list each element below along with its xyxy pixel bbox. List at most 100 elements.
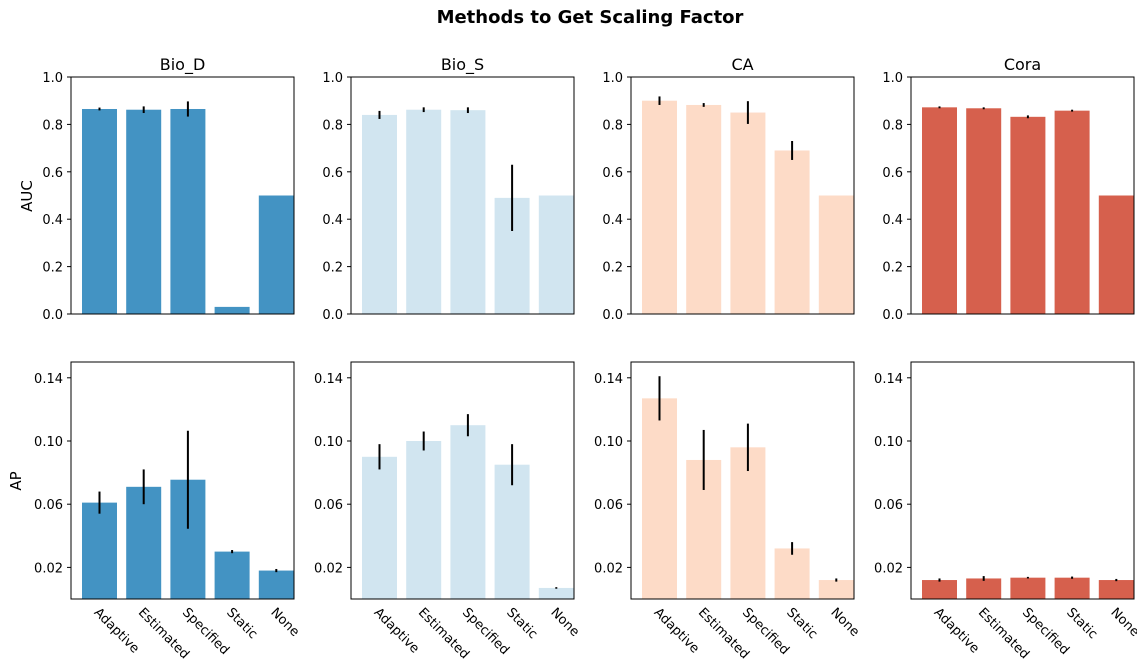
x-tick-label: Adaptive [371, 605, 422, 656]
row-label-auc: AUC [18, 180, 36, 212]
x-tick-label: Static [223, 605, 260, 642]
x-tick-label: None [547, 605, 582, 640]
bar-specified [170, 108, 206, 315]
x-tick-label: Adaptive [651, 605, 702, 656]
y-tick-label: 0.06 [594, 498, 623, 513]
y-tick-label: 0.10 [874, 435, 903, 450]
y-tick-label: 0.6 [42, 166, 63, 181]
bar-static [774, 548, 810, 599]
axes-frame [70, 76, 295, 315]
bar-specified [450, 110, 486, 315]
y-tick-label: 0.02 [594, 561, 623, 576]
bar-static [1054, 110, 1090, 315]
y-tick-label: 0.10 [314, 435, 343, 450]
x-tick-label: Adaptive [91, 605, 142, 656]
panel-auc-3: CA 0.0 0.2 0.4 0.6 0.8 1.0 [602, 55, 855, 323]
y-tick-label: 0.02 [34, 561, 63, 576]
bar-adaptive [82, 108, 117, 315]
x-tick-label: None [267, 605, 302, 640]
bar-adaptive [922, 580, 957, 599]
y-tick-label: 0.02 [874, 561, 903, 576]
panel-title: Bio_D [160, 55, 206, 75]
bar-none [818, 195, 854, 314]
panel-auc-1: Bio_D 0.0 0.2 0.4 0.6 0.8 1.0 [42, 55, 295, 323]
y-tick-label: 0.4 [882, 213, 903, 228]
panel-title: Cora [1004, 55, 1041, 74]
x-tick-label: Static [503, 605, 540, 642]
x-tick-label: Static [783, 605, 820, 642]
y-tick-label: 0.6 [322, 166, 343, 181]
axes-frame [910, 76, 1135, 315]
axes-frame [630, 361, 855, 600]
bar-static [214, 551, 250, 599]
y-tick-label: 0.2 [602, 261, 623, 276]
y-tick-label: 0.14 [874, 372, 903, 387]
bar-estimated [126, 486, 162, 599]
bar-adaptive [362, 456, 397, 599]
bar-none [258, 195, 294, 314]
bar-adaptive [642, 100, 677, 314]
y-tick-label: 0.14 [34, 372, 63, 387]
y-tick-label: 0.2 [322, 261, 343, 276]
row-label-ap: AP [7, 471, 25, 490]
bar-adaptive [82, 502, 117, 599]
y-tick-label: 1.0 [322, 71, 343, 86]
panels: Bio_D 0.0 0.2 0.4 0.6 0.8 1.0 Bio_S 0.0 0.2 0.4 0.6… [34, 55, 1137, 662]
y-tick-label: 0.10 [34, 435, 63, 450]
bar-specified [1010, 116, 1046, 314]
panel-title: Bio_S [441, 55, 484, 75]
bar-none [538, 195, 574, 314]
y-tick-label: 0.6 [602, 166, 623, 181]
bar-none [258, 570, 294, 599]
panel-auc-4: Cora 0.0 0.2 0.4 0.6 0.8 1.0 [882, 55, 1135, 323]
bar-static [214, 306, 250, 314]
x-tick-label: Adaptive [931, 605, 982, 656]
axes-frame [70, 361, 295, 600]
y-tick-label: 0.06 [314, 498, 343, 513]
bar-static [1054, 577, 1090, 599]
axes-frame [910, 361, 1135, 600]
bar-estimated [686, 104, 722, 314]
x-tick-label: None [1107, 605, 1137, 640]
bar-adaptive [922, 107, 957, 314]
x-tick-label: Static [1063, 605, 1100, 642]
bar-adaptive [642, 398, 677, 599]
panel-auc-2: Bio_S 0.0 0.2 0.4 0.6 0.8 1.0 [322, 55, 575, 323]
bar-estimated [406, 109, 442, 315]
y-tick-label: 0.4 [42, 213, 63, 228]
y-tick-label: 0.2 [882, 261, 903, 276]
bar-specified [730, 112, 766, 314]
bar-estimated [966, 578, 1002, 599]
y-tick-label: 1.0 [42, 71, 63, 86]
bar-static [774, 150, 810, 314]
axes-frame [350, 361, 575, 600]
y-tick-label: 1.0 [602, 71, 623, 86]
y-tick-label: 0.6 [882, 166, 903, 181]
bar-none [538, 587, 574, 599]
y-tick-label: 0.8 [882, 118, 903, 133]
y-tick-label: 0.0 [322, 308, 343, 323]
bar-none [1098, 580, 1134, 599]
panel-title: CA [731, 55, 753, 74]
y-tick-label: 0.0 [42, 308, 63, 323]
bar-none [818, 580, 854, 599]
bar-estimated [966, 108, 1002, 314]
bar-estimated [126, 109, 162, 315]
y-tick-label: 0.2 [42, 261, 63, 276]
y-tick-label: 0.02 [314, 561, 343, 576]
bar-estimated [406, 441, 442, 599]
x-tick-label: None [827, 605, 862, 640]
y-tick-label: 0.14 [314, 372, 343, 387]
bar-specified [730, 447, 766, 599]
y-tick-label: 0.4 [602, 213, 623, 228]
y-tick-label: 0.0 [882, 308, 903, 323]
y-tick-label: 0.10 [594, 435, 623, 450]
axes-frame [630, 76, 855, 315]
y-tick-label: 0.06 [874, 498, 903, 513]
y-tick-label: 0.06 [34, 498, 63, 513]
y-tick-label: 0.8 [42, 118, 63, 133]
